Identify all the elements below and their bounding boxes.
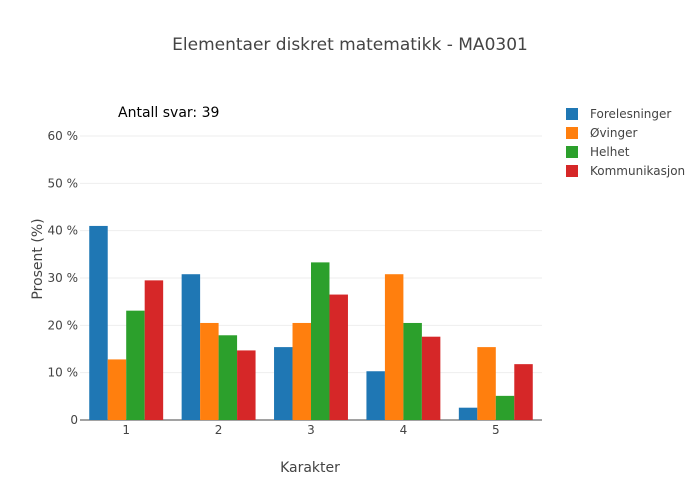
- y-tick-label-60: 60 %: [48, 129, 79, 143]
- bar--vinger-2[interactable]: [200, 322, 219, 420]
- bar-forelesninger-4[interactable]: [366, 371, 385, 420]
- bar-forelesninger-3[interactable]: [274, 347, 293, 420]
- bar--vinger-4[interactable]: [384, 274, 404, 420]
- bar-kommunikasjon-5[interactable]: [514, 364, 533, 420]
- legend-label: Øvinger: [590, 126, 637, 140]
- bar-forelesninger-5[interactable]: [458, 407, 478, 420]
- y-tick-label-30: 30 %: [48, 271, 79, 285]
- bar--vinger-1[interactable]: [107, 359, 127, 420]
- legend-item-helhet[interactable]: Helhet: [566, 145, 630, 159]
- bar--vinger-3[interactable]: [292, 322, 311, 420]
- bar-forelesninger-1[interactable]: [89, 225, 108, 420]
- legend-item-kommunikasjon[interactable]: Kommunikasjon: [566, 164, 685, 178]
- bar--vinger-5[interactable]: [477, 347, 496, 420]
- legend-item-forelesninger[interactable]: Forelesninger: [566, 107, 671, 121]
- x-axis-title: Karakter: [280, 460, 340, 476]
- y-tick-label-0: 0: [70, 413, 78, 427]
- x-tick-label-2: 2: [215, 423, 223, 437]
- y-tick-label-10: 10 %: [48, 366, 79, 380]
- bar-forelesninger-2[interactable]: [181, 274, 201, 420]
- bar-helhet-5[interactable]: [495, 395, 515, 420]
- bar-kommunikasjon-3[interactable]: [329, 294, 348, 420]
- y-tick-label-50: 50 %: [48, 176, 79, 190]
- x-tick-label-3: 3: [307, 423, 315, 437]
- legend-item--vinger[interactable]: Øvinger: [566, 126, 637, 140]
- annotation-response-count: Antall svar: 39: [118, 105, 219, 121]
- chart-title: Elementaer diskret matematikk - MA0301: [172, 35, 528, 55]
- bar-kommunikasjon-2[interactable]: [237, 350, 256, 420]
- bar-kommunikasjon-1[interactable]: [144, 280, 164, 420]
- bar-helhet-3[interactable]: [311, 262, 330, 420]
- y-tick-label-20: 20 %: [48, 318, 79, 332]
- bar-helhet-2[interactable]: [218, 335, 238, 420]
- x-tick-label-1: 1: [122, 423, 130, 437]
- y-axis-ticks: 0 10 % 20 % 30 % 40 % 50 % 60 %: [48, 129, 79, 427]
- y-tick-label-40: 40 %: [48, 224, 79, 238]
- legend-label: Helhet: [590, 145, 630, 159]
- bars: [89, 225, 533, 420]
- legend-label: Kommunikasjon: [590, 164, 685, 178]
- legend[interactable]: Forelesninger Øvinger Helhet Kommunikasjon: [566, 107, 685, 178]
- legend-swatch: [566, 146, 578, 158]
- bar-helhet-1[interactable]: [126, 310, 145, 420]
- legend-swatch: [566, 127, 578, 139]
- x-tick-label-4: 4: [400, 423, 408, 437]
- y-axis-title: Prosent (%): [30, 218, 46, 299]
- legend-label: Forelesninger: [590, 107, 671, 121]
- bar-kommunikasjon-4[interactable]: [421, 336, 441, 420]
- legend-swatch: [566, 165, 578, 177]
- legend-swatch: [566, 108, 578, 120]
- x-axis-ticks: 1 2 3 4 5: [122, 423, 499, 437]
- x-tick-label-5: 5: [492, 423, 500, 437]
- bar-helhet-4[interactable]: [403, 322, 422, 420]
